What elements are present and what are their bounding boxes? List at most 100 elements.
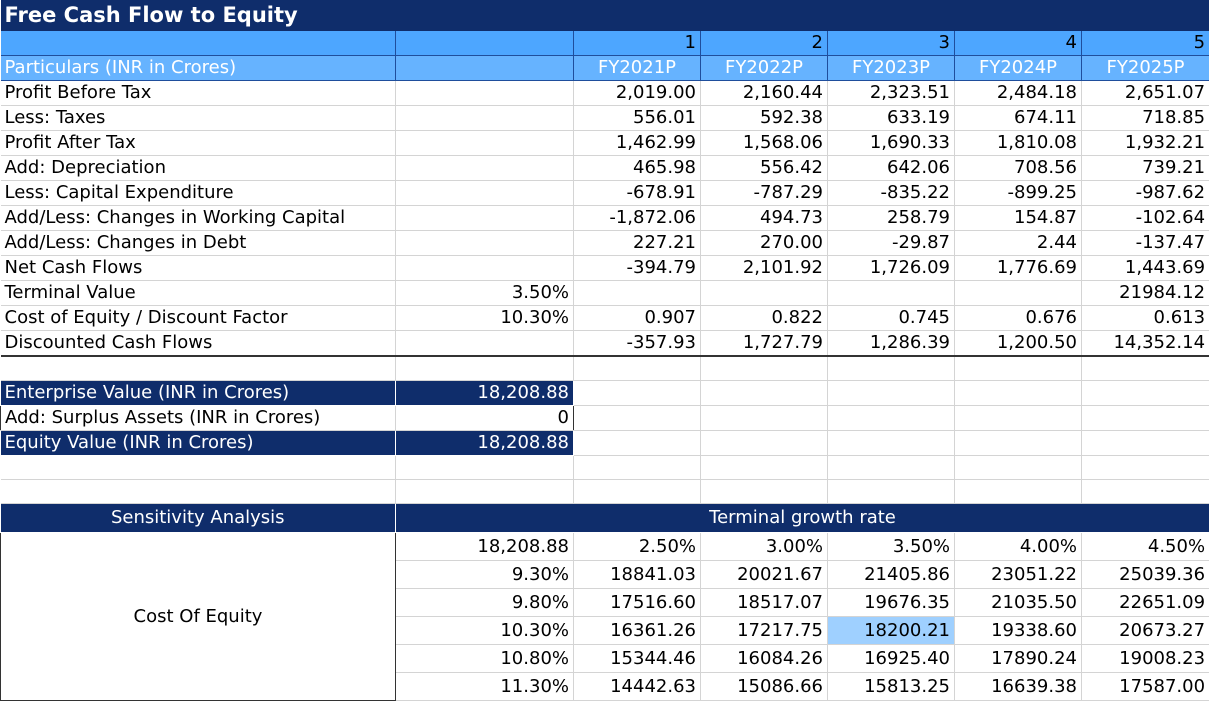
row-value[interactable]: 1,690.33 [828,131,955,156]
cell[interactable] [574,479,701,503]
row-value[interactable]: 1,776.69 [955,256,1082,281]
row-value[interactable]: 2,101.92 [701,256,828,281]
sensitivity-value-cell[interactable]: 15344.46 [574,644,701,672]
year-number-cell[interactable]: 2 [701,31,828,56]
sensitivity-value-cell[interactable]: 17217.75 [701,616,828,644]
cell[interactable] [574,405,701,430]
row-value[interactable]: -899.25 [955,181,1082,206]
row-value[interactable]: 592.38 [701,106,828,131]
cell[interactable] [828,430,955,455]
sensitivity-value-cell[interactable]: 17587.00 [1082,672,1209,700]
cell[interactable] [955,380,1082,405]
sensitivity-value-cell[interactable]: 15813.25 [828,672,955,700]
row-label[interactable]: Add/Less: Changes in Working Capital [1,206,396,231]
sensitivity-value-cell[interactable]: 18200.21 [828,616,955,644]
row-label[interactable]: Profit After Tax [1,131,396,156]
cell[interactable] [1,479,396,503]
growth-rate-cell[interactable]: 4.00% [955,532,1082,560]
row-label[interactable]: Add: Depreciation [1,156,396,181]
row-label[interactable]: Less: Capital Expenditure [1,181,396,206]
row-value[interactable]: -678.91 [574,181,701,206]
cell[interactable] [955,455,1082,479]
row-value[interactable]: -787.29 [701,181,828,206]
year-number-cell[interactable]: 1 [574,31,701,56]
row-value[interactable]: 270.00 [701,231,828,256]
row-value[interactable]: 739.21 [1082,156,1209,181]
row-value[interactable]: 2,484.18 [955,81,1082,106]
row-value[interactable]: 14,352.14 [1082,331,1209,357]
cost-of-equity-cell[interactable]: 10.30% [396,616,574,644]
sensitivity-value-cell[interactable]: 16639.38 [955,672,1082,700]
cell[interactable] [828,479,955,503]
row-rate[interactable] [396,256,574,281]
year-number-cell[interactable]: 3 [828,31,955,56]
cell[interactable] [396,479,574,503]
sensitivity-value-cell[interactable]: 14442.63 [574,672,701,700]
row-value[interactable]: 2.44 [955,231,1082,256]
cell[interactable] [955,479,1082,503]
cell[interactable] [1082,405,1209,430]
sensitivity-value-cell[interactable]: 16084.26 [701,644,828,672]
row-value[interactable]: 494.73 [701,206,828,231]
row-value[interactable]: 1,200.50 [955,331,1082,357]
cost-of-equity-cell[interactable]: 11.30% [396,672,574,700]
row-value[interactable]: -29.87 [828,231,955,256]
row-value[interactable]: 1,810.08 [955,131,1082,156]
row-rate[interactable] [396,156,574,181]
row-label[interactable]: Add/Less: Changes in Debt [1,231,396,256]
sensitivity-corner-value[interactable]: 18,208.88 [396,532,574,560]
row-value[interactable] [701,281,828,306]
row-value[interactable]: 1,568.06 [701,131,828,156]
row-value[interactable]: 556.42 [701,156,828,181]
row-value[interactable]: -1,872.06 [574,206,701,231]
row-label[interactable]: Net Cash Flows [1,256,396,281]
cell[interactable] [701,380,828,405]
row-value[interactable]: 1,726.09 [828,256,955,281]
row-value[interactable]: 556.01 [574,106,701,131]
sensitivity-value-cell[interactable]: 20021.67 [701,560,828,588]
row-value[interactable]: 465.98 [574,156,701,181]
enterprise-value-label[interactable]: Enterprise Value (INR in Crores) [1,380,396,405]
row-value[interactable]: -102.64 [1082,206,1209,231]
cost-of-equity-label[interactable]: Cost Of Equity [1,532,396,700]
equity-value[interactable]: 18,208.88 [396,430,574,455]
row-value[interactable]: 227.21 [574,231,701,256]
cell[interactable] [1082,356,1209,380]
row-value[interactable]: 0.676 [955,306,1082,331]
row-value[interactable]: 718.85 [1082,106,1209,131]
row-label[interactable]: Profit Before Tax [1,81,396,106]
cell[interactable] [955,430,1082,455]
cell[interactable] [1,31,396,56]
row-value[interactable]: 154.87 [955,206,1082,231]
row-rate[interactable] [396,131,574,156]
cell[interactable] [574,380,701,405]
row-value[interactable]: 258.79 [828,206,955,231]
sheet-title[interactable]: Free Cash Flow to Equity [1,0,1209,31]
cost-of-equity-cell[interactable]: 9.30% [396,560,574,588]
row-rate[interactable]: 3.50% [396,281,574,306]
row-value[interactable]: 0.907 [574,306,701,331]
row-value[interactable]: 1,727.79 [701,331,828,357]
cell[interactable] [1,356,396,380]
year-header-cell[interactable]: FY2021P [574,56,701,81]
row-value[interactable]: 0.613 [1082,306,1209,331]
row-value[interactable]: 2,160.44 [701,81,828,106]
row-value[interactable]: 0.822 [701,306,828,331]
cell[interactable] [828,356,955,380]
cell[interactable] [1082,479,1209,503]
row-value[interactable]: -987.62 [1082,181,1209,206]
row-rate[interactable] [396,181,574,206]
cell[interactable] [396,31,574,56]
cost-of-equity-cell[interactable]: 9.80% [396,588,574,616]
cell[interactable] [574,430,701,455]
cell[interactable] [574,455,701,479]
sensitivity-value-cell[interactable]: 23051.22 [955,560,1082,588]
sensitivity-value-cell[interactable]: 15086.66 [701,672,828,700]
row-value[interactable]: -835.22 [828,181,955,206]
row-value[interactable]: 674.11 [955,106,1082,131]
year-number-cell[interactable]: 5 [1082,31,1209,56]
sensitivity-value-cell[interactable]: 16361.26 [574,616,701,644]
sensitivity-value-cell[interactable]: 18517.07 [701,588,828,616]
cell[interactable] [701,479,828,503]
cell[interactable] [828,380,955,405]
